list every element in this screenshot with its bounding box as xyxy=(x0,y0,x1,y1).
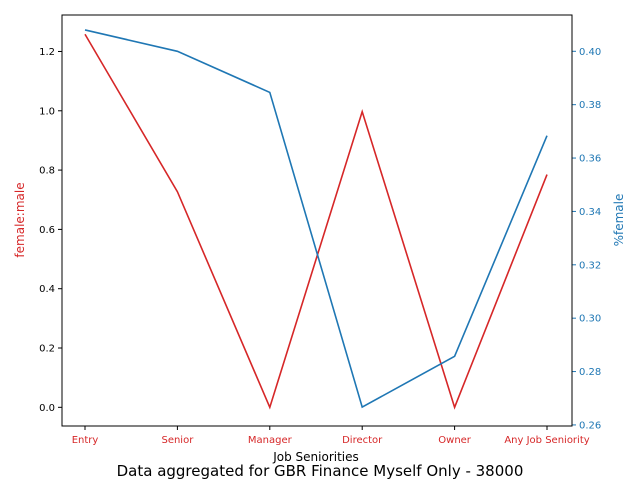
x-tick-label: Entry xyxy=(72,435,99,446)
left-axis-ticks: 0.0 0.2 0.4 0.6 0.8 1.0 1.2 xyxy=(39,47,62,414)
x-axis-label: Job Seniorities xyxy=(272,450,359,464)
left-tick-label: 0.6 xyxy=(39,225,55,236)
left-y-axis-label: female:male xyxy=(13,182,27,257)
x-tick-label: Any Job Seniority xyxy=(504,435,589,446)
right-tick-label: 0.34 xyxy=(579,207,601,218)
left-tick-label: 1.2 xyxy=(39,47,55,58)
left-tick-label: 0.4 xyxy=(39,284,55,295)
female-male-ratio-line xyxy=(84,33,548,410)
left-tick-label: 0.2 xyxy=(39,344,55,355)
x-tick-label: Manager xyxy=(248,435,293,446)
right-y-axis-label: %female xyxy=(612,194,626,247)
percent-female-line xyxy=(84,29,548,409)
chart-caption: Data aggregated for GBR Finance Myself O… xyxy=(117,462,524,480)
left-tick-label: 0.8 xyxy=(39,166,55,177)
plot-frame xyxy=(61,14,573,427)
right-tick-label: 0.28 xyxy=(579,367,601,378)
left-tick-label: 1.0 xyxy=(39,106,55,117)
x-axis-ticks: Entry Senior Manager Director Owner Any Job S… xyxy=(72,426,590,446)
left-tick-label: 0.0 xyxy=(39,403,55,414)
x-tick-label: Senior xyxy=(161,435,194,446)
right-tick-label: 0.30 xyxy=(579,314,601,325)
right-tick-label: 0.40 xyxy=(579,47,601,58)
x-tick-label: Owner xyxy=(438,435,472,446)
right-tick-label: 0.36 xyxy=(579,154,601,165)
right-tick-label: 0.38 xyxy=(579,100,601,111)
right-axis-ticks: 0.26 0.28 0.30 0.32 0.34 0.36 0.38 0.40 xyxy=(572,47,601,431)
x-tick-label: Director xyxy=(342,435,383,446)
right-tick-label: 0.26 xyxy=(579,420,601,431)
right-tick-label: 0.32 xyxy=(579,260,601,271)
